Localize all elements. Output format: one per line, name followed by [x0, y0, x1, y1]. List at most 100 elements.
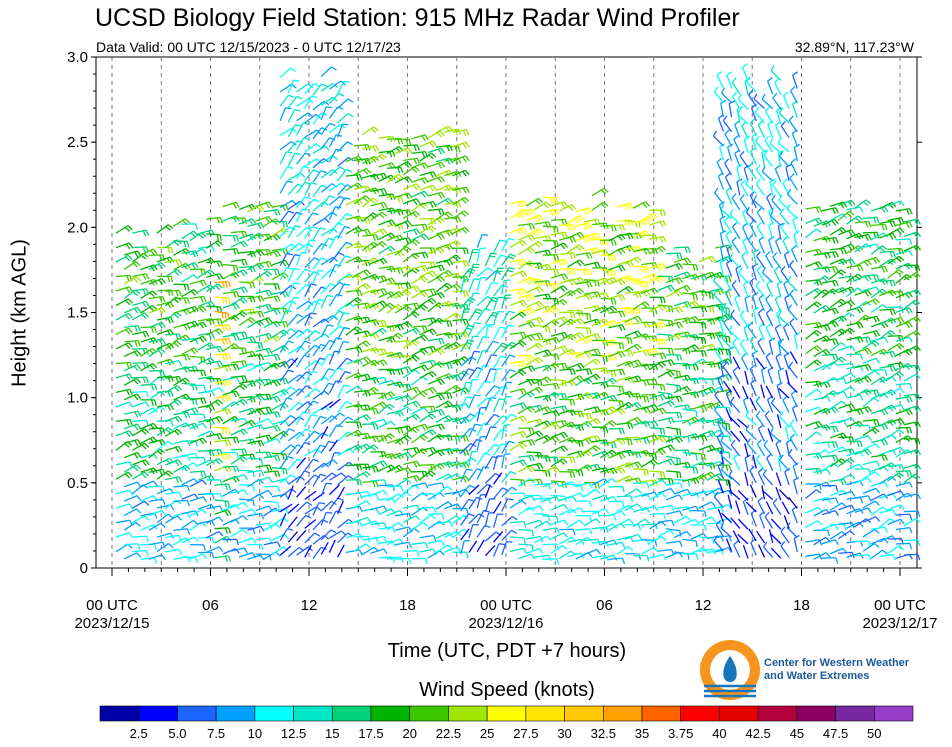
wind-barb	[427, 161, 442, 168]
wind-barb-flag	[502, 487, 509, 491]
wind-barb	[156, 457, 170, 466]
wind-barb-flag	[428, 430, 434, 436]
wind-barb-flag	[692, 264, 696, 271]
wind-barb	[320, 368, 330, 382]
wind-barb-flag	[153, 453, 158, 460]
wind-barb-flag	[375, 319, 380, 326]
wind-barb-flag	[691, 317, 697, 323]
wind-barb	[403, 144, 418, 147]
wind-barb	[435, 501, 449, 510]
wind-barb	[255, 378, 270, 382]
wind-barb	[633, 482, 648, 484]
wind-barb	[575, 235, 590, 242]
wind-barb	[312, 502, 320, 516]
wind-barb	[682, 273, 696, 280]
wind-barb-flag	[175, 290, 179, 297]
wind-barb	[132, 419, 147, 422]
wind-barb	[140, 480, 154, 488]
wind-barb-flag	[412, 401, 418, 408]
wind-barb	[419, 288, 434, 293]
wind-barb	[378, 135, 393, 139]
wind-barb	[230, 501, 245, 509]
wind-barb	[328, 337, 337, 351]
wind-barb-flag	[576, 319, 582, 325]
wind-barb	[205, 457, 219, 467]
wind-barb	[682, 391, 697, 396]
wind-barb-flag	[257, 354, 262, 361]
wind-barb-flag	[167, 247, 171, 254]
x-tick-label: 06	[202, 597, 219, 614]
wind-barb-flag	[569, 456, 573, 464]
wind-barb-flag	[521, 340, 527, 346]
wind-barb	[148, 295, 163, 300]
wind-barb	[173, 334, 186, 343]
wind-barb-flag	[655, 278, 662, 284]
wind-barb	[534, 338, 549, 341]
wind-barb-flag	[460, 212, 467, 217]
wind-barb	[419, 370, 433, 379]
wind-barb	[460, 499, 470, 512]
wind-barb-flag	[186, 411, 191, 418]
wind-barb-flag	[358, 403, 363, 410]
wind-barb	[484, 270, 497, 282]
wind-barb	[132, 515, 145, 524]
wind-barb-flag	[510, 413, 517, 418]
wind-barb-flag	[366, 414, 372, 420]
x-tick-label: 12	[695, 597, 712, 614]
wind-barb-flag	[391, 277, 396, 284]
wind-barb	[239, 308, 254, 312]
wind-barb	[156, 470, 169, 480]
wind-barb-flag	[561, 219, 565, 226]
wind-barb	[132, 459, 146, 466]
wind-barb-flag	[280, 403, 287, 410]
wind-barb	[353, 404, 369, 408]
wind-barb-flag	[593, 233, 598, 240]
wind-barb-flag	[483, 509, 490, 513]
wind-barb	[287, 80, 295, 94]
wind-barb-flag	[375, 234, 379, 241]
wind-barb-flag	[311, 95, 318, 99]
wind-barb-flag	[160, 262, 166, 268]
wind-barb-flag	[447, 544, 453, 550]
wind-barb-flag	[662, 220, 667, 227]
wind-barb	[164, 384, 178, 394]
wind-barb-flag	[326, 106, 333, 109]
wind-barb-flag	[268, 289, 273, 296]
wind-barb	[444, 417, 458, 423]
wind-barb-flag	[694, 300, 700, 307]
wind-barb-flag	[284, 533, 289, 540]
wind-barb-flag	[671, 335, 674, 342]
wind-barb	[575, 377, 588, 386]
wind-barb-flag	[276, 455, 281, 462]
wind-barb	[698, 386, 713, 393]
wind-barb-flag	[194, 262, 199, 268]
wind-barb	[140, 494, 154, 502]
wind-barb-flag	[375, 493, 380, 500]
wind-barb-flag	[667, 401, 673, 407]
wind-barb-flag	[659, 236, 664, 243]
wind-barb-flag	[398, 464, 404, 471]
wind-barb	[132, 428, 145, 437]
wind-barb	[550, 503, 565, 511]
wind-barb-flag	[530, 553, 536, 560]
wind-barb-flag	[183, 297, 187, 304]
wind-barb-flag	[388, 292, 393, 299]
wind-barb-flag	[268, 434, 273, 441]
wind-barb-flag	[413, 229, 418, 236]
wind-barb-flag	[531, 530, 535, 537]
wind-barb	[312, 462, 325, 473]
wind-barb-flag	[311, 226, 318, 230]
wind-barb	[214, 452, 229, 457]
wind-barb-flag	[687, 374, 692, 381]
wind-barb	[608, 427, 623, 430]
wind-barb	[542, 456, 557, 459]
wind-barb-flag	[367, 433, 371, 440]
wind-barb-flag	[618, 280, 623, 286]
wind-barb-flag	[439, 130, 445, 136]
wind-barb	[411, 482, 426, 488]
wind-barb	[304, 448, 318, 457]
wind-barb-flag	[676, 428, 679, 435]
wind-barb-flag	[236, 465, 240, 472]
wind-barb-flag	[643, 450, 648, 457]
wind-barb	[468, 249, 474, 264]
